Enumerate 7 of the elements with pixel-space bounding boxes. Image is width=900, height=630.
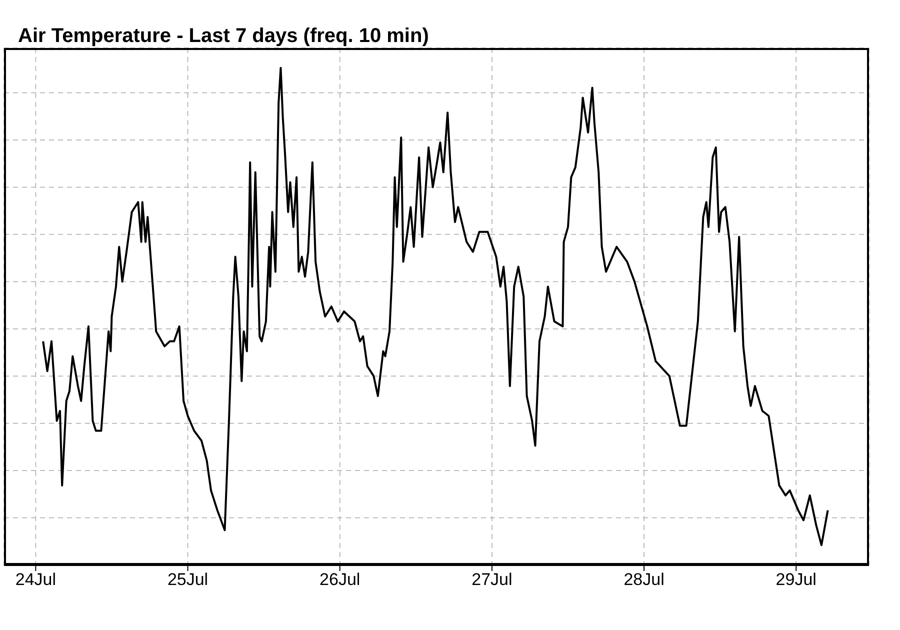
x-tick-label: 26Jul	[320, 570, 360, 590]
x-tick-label: 25Jul	[167, 570, 208, 590]
chart-title: Air Temperature - Last 7 days (freq. 10 min)	[18, 24, 429, 48]
x-tick-label: 29Jul	[776, 570, 816, 590]
x-tick-label: 27Jul	[472, 570, 512, 590]
x-tick-label: 24Jul	[15, 570, 56, 590]
x-tick-label: 28Jul	[624, 570, 664, 590]
